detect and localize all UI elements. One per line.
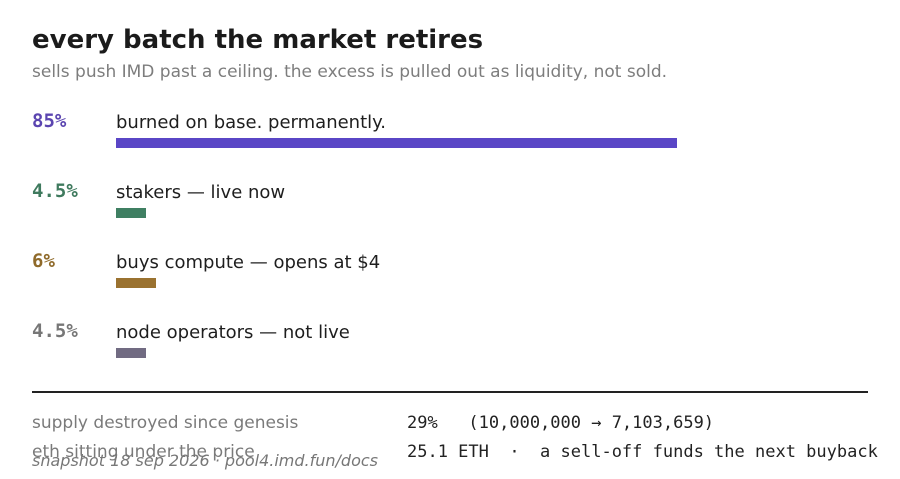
fact-value: 29% (10,000,000 → 7,103,659) <box>407 413 715 433</box>
divider <box>32 391 868 393</box>
fact-value: 25.1 ETH · a sell-off funds the next buy… <box>407 442 878 462</box>
fact-key: supply destroyed since genesis <box>32 413 299 433</box>
footer: snapshot 18 sep 2026 · pool4.imd.fun/doc… <box>32 451 379 470</box>
percent-label: 6% <box>32 250 55 272</box>
bar <box>116 278 156 288</box>
title: every batch the market retires <box>32 25 484 55</box>
bar <box>116 208 146 218</box>
fact-key: eth sitting under the price <box>32 442 255 462</box>
item-label: node operators — not live <box>116 322 350 343</box>
bar <box>116 348 146 358</box>
item-label: stakers — live now <box>116 182 286 203</box>
percent-label: 4.5% <box>32 180 78 202</box>
item-label: burned on base. permanently. <box>116 112 386 133</box>
bar <box>116 138 677 148</box>
percent-label: 4.5% <box>32 320 78 342</box>
subtitle: sells push IMD past a ceiling. the exces… <box>32 62 668 82</box>
percent-label: 85% <box>32 110 67 132</box>
item-label: buys compute — opens at $4 <box>116 252 381 273</box>
